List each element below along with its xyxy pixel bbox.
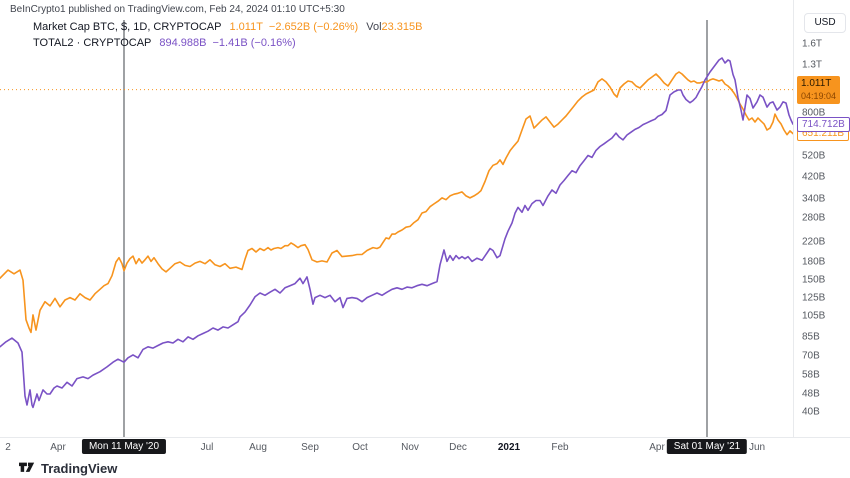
- time-scale[interactable]: 2AprJunJulAugSepOctNovDec2021FebAprJunMo…: [0, 437, 850, 459]
- attribution-text: BeInCrypto1 published on TradingView.com…: [10, 4, 345, 15]
- price-tick-105B: 105B: [802, 310, 826, 322]
- total2-line[interactable]: [0, 57, 794, 409]
- price-tick-125B: 125B: [802, 292, 826, 304]
- btc-current-price-badge: 1.011T 04:19:04: [797, 75, 841, 104]
- price-tick-220B: 220B: [802, 236, 826, 248]
- time-tick-Aug: Aug: [249, 442, 267, 453]
- currency-toggle-button[interactable]: USD: [804, 13, 846, 33]
- time-tick-Dec: Dec: [449, 442, 467, 453]
- tradingview-attribution[interactable]: TradingView: [18, 460, 117, 477]
- legend-row-total2[interactable]: TOTAL2 · CRYPTOCAP 894.988B −1.41B (−0.16%…: [33, 35, 423, 51]
- price-tick-150B: 150B: [802, 274, 826, 286]
- volume-value: 23.315B: [381, 21, 423, 33]
- tradingview-logo-icon: [19, 462, 35, 472]
- price-tick-520B: 520B: [802, 150, 826, 162]
- date-marker-label-2[interactable]: Sat 01 May '21: [666, 439, 748, 454]
- time-tick-Apr: Apr: [50, 442, 66, 453]
- time-tick-Jul: Jul: [200, 442, 214, 453]
- legend-row-btc-marketcap[interactable]: Market Cap BTC, $, 1D, CRYPTOCAP 1.011T −2…: [33, 19, 423, 35]
- time-tick-2: 2: [5, 442, 11, 453]
- btc-current-price: 1.011T: [801, 77, 832, 89]
- total2-price-badge: 714.712B: [797, 116, 850, 132]
- price-tick-70B: 70B: [802, 350, 820, 362]
- price-tick-48B: 48B: [802, 388, 820, 400]
- series1-change: −2.652B (−0.26%): [268, 21, 359, 33]
- price-tick-280B: 280B: [802, 212, 826, 224]
- time-tick-Sep: Sep: [301, 442, 319, 453]
- series2-price: 894.988B: [159, 37, 207, 49]
- series2-change: −1.41B (−0.16%): [212, 37, 296, 49]
- price-tick-420B: 420B: [802, 171, 826, 183]
- chart-legend: Market Cap BTC, $, 1D, CRYPTOCAP 1.011T −2…: [33, 19, 423, 51]
- price-tick-40B: 40B: [802, 406, 820, 418]
- price-tick-340B: 340B: [802, 193, 826, 204]
- time-tick-Apr: Apr: [649, 442, 665, 453]
- tradingview-brand-text: TradingView: [41, 461, 118, 476]
- price-scale[interactable]: USD 1.6T 1.3T 800B 520B 420B 340B 280B 220B 180B…: [793, 0, 850, 437]
- price-tick-85B: 85B: [802, 331, 820, 343]
- price-tick-180B: 180B: [802, 256, 826, 268]
- price-tick-800B: 800B: [802, 107, 826, 119]
- price-tick-58B: 58B: [802, 369, 820, 381]
- time-tick-Nov: Nov: [401, 442, 419, 453]
- time-tick-Jun: Jun: [748, 442, 766, 453]
- series2-title: TOTAL2 · CRYPTOCAP: [33, 37, 152, 49]
- bar-countdown-timer: 04:19:04: [801, 90, 837, 101]
- price-tick-1.3T: 1.3T: [802, 59, 823, 70]
- time-tick-2021: 2021: [497, 442, 521, 453]
- volume-label: Vol: [366, 21, 382, 33]
- time-tick-Oct: Oct: [352, 442, 368, 453]
- price-tick-1.6T: 1.6T: [802, 38, 823, 50]
- time-tick-Feb: Feb: [551, 442, 569, 453]
- series1-price: 1.011T: [229, 21, 263, 33]
- btc-marketcap-line[interactable]: [0, 71, 794, 334]
- series1-title: Market Cap BTC, $, 1D, CRYPTOCAP: [33, 21, 222, 33]
- date-marker-label-1[interactable]: Mon 11 May '20: [81, 439, 167, 454]
